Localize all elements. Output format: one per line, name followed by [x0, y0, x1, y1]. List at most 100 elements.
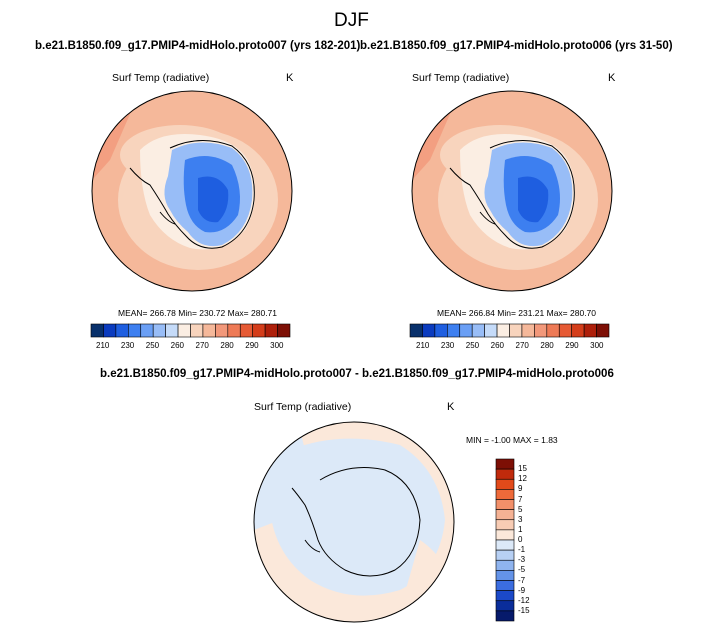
colorbar-diff-swatch	[495, 559, 515, 571]
colorbar-left-swatch	[115, 323, 129, 338]
colorbar-right-swatch	[471, 323, 485, 338]
colorbar-diff-tick-label: -5	[518, 565, 526, 575]
colorbar-right-swatch	[583, 323, 597, 338]
colorbar-left-swatch	[252, 323, 266, 338]
colorbar-diff-swatch	[495, 539, 515, 551]
colorbar-left-tick-label: 280	[220, 341, 234, 350]
colorbar-diff-swatch	[495, 600, 515, 612]
colorbar-right-swatch	[434, 323, 448, 338]
map-diff-border	[253, 421, 455, 623]
colorbar-right-swatch	[459, 323, 473, 338]
panel-left-variable: Surf Temp (radiative)	[112, 72, 210, 84]
colorbar-right-tick-label: 250	[465, 341, 480, 350]
colorbar-diff-tick-label: -3	[518, 555, 526, 565]
panel-right-units: K	[608, 72, 616, 84]
panel-right-case-label: b.e21.B1850.f09_g17.PMIP4-midHolo.proto0…	[360, 40, 673, 52]
colorbar-left-swatch	[165, 323, 179, 338]
colorbar-left-tick-label: 230	[120, 341, 135, 350]
figure-title: DJF	[334, 10, 369, 31]
colorbar-diff-tick-label: 9	[518, 484, 523, 494]
colorbar-left-swatch	[190, 323, 204, 338]
colorbar-diff-swatch	[495, 509, 515, 521]
colorbar-left-swatch	[215, 323, 229, 338]
colorbar-diff-swatch	[495, 610, 515, 622]
panel-right-stats: MEAN= 266.84 Min= 231.21 Max= 280.70	[437, 308, 597, 318]
colorbar-diff-swatch	[495, 590, 515, 602]
colorbar-diff-tick-label: 1	[518, 524, 523, 534]
map-right-field	[412, 91, 612, 291]
colorbar-diff-tick-label: 7	[518, 494, 523, 504]
colorbar-diff-swatch	[495, 468, 515, 480]
colorbar-right-swatch	[484, 323, 498, 338]
colorbar-diff-tick-label: -9	[518, 585, 526, 595]
colorbar-right-swatch	[571, 323, 585, 338]
colorbar-left-swatch	[202, 323, 216, 338]
colorbar-diff-swatch	[495, 458, 515, 470]
colorbar-left-tick-label: 300	[270, 341, 284, 350]
colorbar-diff-swatch	[495, 499, 515, 510]
colorbar-left-swatch	[227, 323, 241, 338]
diff-title: b.e21.B1850.f09_g17.PMIP4-midHolo.proto0…	[100, 368, 614, 380]
colorbar-left-swatch	[177, 323, 191, 338]
colorbar-diff-tick-label: 12	[518, 474, 527, 484]
colorbar-right-swatch	[596, 323, 610, 338]
colorbar-left-tick-label: 290	[245, 341, 259, 350]
colorbar-left-swatch	[239, 323, 253, 338]
colorbar-diff-tick-label: 5	[518, 504, 523, 514]
colorbar-right-swatch	[534, 323, 548, 338]
colorbar-diff-tick-label: -1	[518, 545, 526, 555]
diff-stats: MIN = -1.00 MAX = 1.83	[466, 435, 558, 445]
colorbar-right-tick-label: 230	[440, 341, 455, 350]
colorbar-right-swatch	[509, 323, 523, 338]
colorbar-right-tick-label: 260	[490, 341, 504, 350]
colorbar-diff-tick-label: -12	[518, 595, 530, 605]
diff-units: K	[447, 401, 455, 413]
colorbar-right-swatch	[447, 323, 461, 338]
colorbar-diff	[495, 458, 515, 622]
colorbar-right-tick-label: 210	[416, 341, 430, 350]
panel-left-case-label: b.e21.B1850.f09_g17.PMIP4-midHolo.proto0…	[35, 40, 361, 52]
colorbar-left-swatch	[277, 323, 291, 338]
colorbar-right-swatch	[558, 323, 572, 338]
colorbar-right-tick-label: 300	[590, 341, 604, 350]
colorbar-left-tick-label: 260	[170, 341, 184, 350]
panel-right-variable: Surf Temp (radiative)	[412, 72, 510, 84]
diff-variable: Surf Temp (radiative)	[254, 401, 352, 413]
colorbar-diff-tick-label: 3	[518, 514, 523, 524]
map-left-border	[91, 90, 293, 292]
colorbar-right-swatch	[521, 323, 535, 338]
colorbar-right	[409, 323, 610, 338]
colorbar-left-tick-label: 210	[96, 341, 110, 350]
colorbar-right-swatch	[409, 323, 423, 338]
map-diff-field	[254, 422, 454, 622]
colorbar-right-swatch	[422, 323, 436, 338]
panel-left-stats: MEAN= 266.78 Min= 230.72 Max= 280.71	[118, 308, 278, 318]
colorbar-left-swatch	[103, 323, 117, 338]
colorbar-left-swatch	[152, 323, 166, 338]
colorbar-diff-swatch	[495, 529, 515, 541]
map-right-border	[411, 90, 613, 292]
colorbar-left-swatch	[140, 323, 154, 338]
colorbar-diff-swatch	[495, 489, 515, 500]
colorbar-left-tick-label: 250	[145, 341, 160, 350]
colorbar-diff-swatch	[495, 570, 515, 581]
colorbar-left	[90, 323, 291, 338]
colorbar-right-tick-label: 290	[565, 341, 579, 350]
colorbar-diff-tick-label: -15	[518, 605, 530, 615]
colorbar-diff-swatch	[495, 478, 515, 490]
colorbar-diff-tick-label: 0	[518, 535, 523, 544]
colorbar-left-tick-label: 270	[195, 341, 209, 350]
colorbar-right-swatch	[546, 323, 560, 338]
colorbar-left-swatch	[128, 323, 142, 338]
colorbar-diff-swatch	[495, 519, 515, 531]
colorbar-right-tick-label: 270	[515, 341, 529, 350]
panel-left-units: K	[286, 72, 294, 84]
colorbar-right-tick-label: 280	[540, 341, 554, 350]
colorbar-left-swatch	[264, 323, 278, 338]
colorbar-diff-swatch	[495, 580, 515, 591]
colorbar-diff-swatch	[495, 549, 515, 561]
map-left-field	[92, 91, 292, 291]
colorbar-diff-tick-label: 15	[518, 464, 527, 474]
colorbar-diff-tick-label: -7	[518, 575, 526, 585]
